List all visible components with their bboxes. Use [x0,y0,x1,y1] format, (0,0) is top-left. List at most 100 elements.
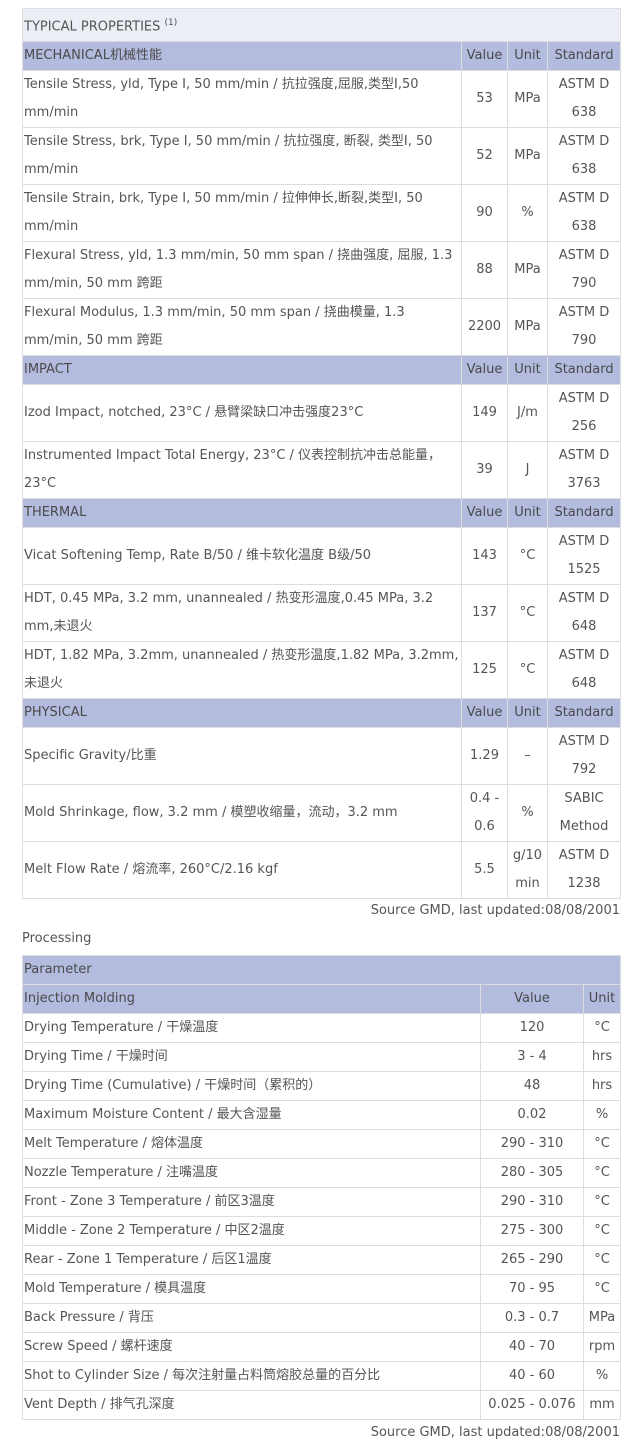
processing-row: Drying Time (Cumulative) / 干燥时间（累积的） 48 hr… [22,1071,621,1101]
section-name: IMPACT [22,355,462,386]
processing-row: Back Pressure / 背压 0.3 - 0.7 MPa [22,1303,621,1333]
table-title: TYPICAL PROPERTIES [24,19,161,35]
value: 70 - 95 [480,1274,584,1304]
property-row: Melt Flow Rate / 熔流率, 260°C/2.16 kgf 5.5 g… [22,841,622,900]
value: 265 - 290 [480,1245,584,1275]
value: 3 - 4 [480,1042,584,1072]
property: Vicat Softening Temp, Rate B/50 / 维卡软化温度… [22,527,462,586]
unit: MPa [507,298,548,357]
column-header: Unit [507,41,548,72]
property-row: Tensile Strain, brk, Type I, 50 mm/min /… [22,184,622,243]
source-note: Source GMD, last updated:08/08/2001 [370,1425,620,1440]
property: Flexural Modulus, 1.3 mm/min, 50 mm span… [22,298,462,357]
property-row: HDT, 0.45 MPa, 3.2 mm, unannealed / 热变形温… [22,584,622,643]
section-label: Processing [22,931,92,946]
unit: °C [583,1274,621,1304]
section-name: PHYSICAL [22,698,462,729]
section-name: MECHANICAL机械性能 [22,41,462,72]
value: 125 [461,641,508,700]
unit: °C [583,1129,621,1159]
value: 0.4 - 0.6 [461,784,508,843]
standard: ASTM D 792 [546,727,622,786]
standard: ASTM D 790 [546,298,622,357]
parameter: Drying Time / 干燥时间 [22,1042,481,1072]
value: 0.025 - 0.076 [480,1390,584,1420]
value: 275 - 300 [480,1216,584,1246]
unit: rpm [583,1332,621,1362]
standard: SABIC Method [546,784,622,843]
unit: % [583,1361,621,1391]
property: Mold Shrinkage, flow, 3.2 mm / 模塑收缩量，流动，… [22,784,462,843]
column-header: Value [461,41,508,72]
section-header: IMPACT Value Unit Standard [22,355,622,386]
standard: ASTM D 648 [546,641,622,700]
column-header: Standard [546,41,622,72]
property-row: Flexural Modulus, 1.3 mm/min, 50 mm span… [22,298,622,357]
value: 120 [480,1013,584,1043]
standard: ASTM D 1238 [546,841,622,900]
standard: ASTM D 638 [546,184,622,243]
standard: ASTM D 648 [546,584,622,643]
unit: mm [583,1390,621,1420]
property: Izod Impact, notched, 23°C / 悬臂梁缺口冲击强度23… [22,384,462,443]
unit: % [507,184,548,243]
property-row: Izod Impact, notched, 23°C / 悬臂梁缺口冲击强度23… [22,384,622,443]
property: Tensile Strain, brk, Type I, 50 mm/min /… [22,184,462,243]
title-row: TYPICAL PROPERTIES (1) [21,7,622,43]
parameter: Melt Temperature / 熔体温度 [22,1129,481,1159]
unit: °C [583,1158,621,1188]
unit: °C [583,1013,621,1043]
section-header: Injection Molding Value Unit [22,984,621,1014]
processing-row: Melt Temperature / 熔体温度 290 - 310 °C [22,1129,621,1159]
properties-table: TYPICAL PROPERTIES (1) MECHANICAL机械性能 Valu… [21,7,622,900]
value: 137 [461,584,508,643]
value: 1.29 [461,727,508,786]
property-row: Flexural Stress, yld, 1.3 mm/min, 50 mm … [22,241,622,300]
column-header: Unit [507,698,548,729]
source-note: Source GMD, last updated:08/08/2001 [370,903,620,918]
value: 5.5 [461,841,508,900]
property: Tensile Stress, brk, Type I, 50 mm/min /… [22,127,462,186]
parameter: Drying Time (Cumulative) / 干燥时间（累积的） [22,1071,481,1101]
property-row: Tensile Stress, brk, Type I, 50 mm/min /… [22,127,622,186]
column-header: Standard [546,498,622,529]
value: 280 - 305 [480,1158,584,1188]
property-row: Mold Shrinkage, flow, 3.2 mm / 模塑收缩量，流动，… [22,784,622,843]
unit: °C [583,1216,621,1246]
column-header: Value [461,355,508,386]
section-header: PHYSICAL Value Unit Standard [22,698,622,729]
column-header: Unit [507,498,548,529]
column-header: Standard [546,698,622,729]
standard: ASTM D 3763 [546,441,622,500]
unit: – [507,727,548,786]
unit: hrs [583,1071,621,1101]
processing-row: Shot to Cylinder Size / 每次注射量占料筒熔胶总量的百分比… [22,1361,621,1391]
unit: °C [507,641,548,700]
column-header: Standard [546,355,622,386]
parameter: Screw Speed / 螺杆速度 [22,1332,481,1362]
parameter: Rear - Zone 1 Temperature / 后区1温度 [22,1245,481,1275]
property: Flexural Stress, yld, 1.3 mm/min, 50 mm … [22,241,462,300]
parameter: Front - Zone 3 Temperature / 前区3温度 [22,1187,481,1217]
unit: % [507,784,548,843]
property: Tensile Stress, yld, Type I, 50 mm/min /… [22,70,462,129]
column-header: Unit [507,355,548,386]
parameter: Middle - Zone 2 Temperature / 中区2温度 [22,1216,481,1246]
parameter-title: Parameter [22,955,621,985]
title-cell: TYPICAL PROPERTIES (1) [21,7,622,43]
parameter: Vent Depth / 排气孔深度 [22,1390,481,1420]
value: 0.3 - 0.7 [480,1303,584,1333]
column-header: Unit [583,984,621,1014]
value: 52 [461,127,508,186]
property-row: Instrumented Impact Total Energy, 23°C /… [22,441,622,500]
parameter-header: Parameter [22,955,621,985]
processing-row: Middle - Zone 2 Temperature / 中区2温度 275 -… [22,1216,621,1246]
value: 88 [461,241,508,300]
unit: °C [583,1245,621,1275]
standard: ASTM D 638 [546,127,622,186]
processing-row: Maximum Moisture Content / 最大含湿量 0.02% [22,1100,621,1130]
property: Melt Flow Rate / 熔流率, 260°C/2.16 kgf [22,841,462,900]
section-name: Injection Molding [22,984,481,1014]
section-name: THERMAL [22,498,462,529]
parameter: Mold Temperature / 模具温度 [22,1274,481,1304]
